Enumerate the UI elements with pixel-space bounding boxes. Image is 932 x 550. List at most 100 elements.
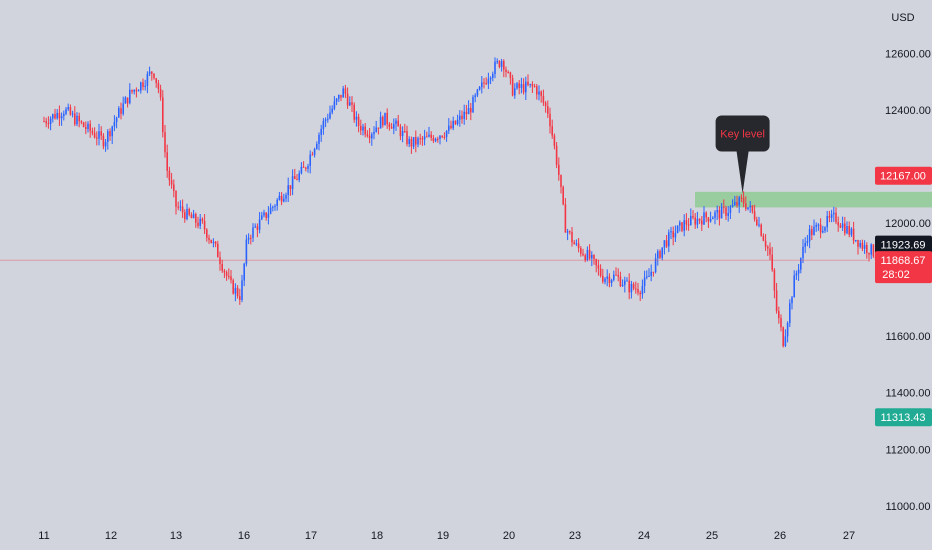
candle-body — [322, 120, 325, 129]
y-tick-label: 11400.00 — [885, 388, 930, 400]
candle-body — [863, 245, 866, 249]
candle-body — [254, 226, 256, 228]
candle-body — [547, 106, 549, 114]
candle-body — [399, 126, 402, 137]
candle-body — [69, 107, 72, 115]
candle-body — [340, 94, 342, 98]
candle-body — [423, 136, 426, 140]
candle-body — [564, 204, 567, 233]
candle-body — [496, 61, 498, 63]
candle-body — [63, 113, 65, 117]
candle-body — [87, 123, 89, 130]
price-tag-box — [875, 251, 932, 284]
candle-body — [307, 165, 309, 169]
candle-body — [868, 252, 870, 255]
candle-body — [274, 205, 276, 207]
candle-body — [56, 112, 58, 119]
candle-body — [371, 134, 373, 139]
x-tick-label: 27 — [843, 530, 855, 542]
candle-body — [617, 274, 619, 277]
candle-body — [738, 197, 740, 206]
candle-body — [467, 108, 470, 115]
candle-body — [859, 242, 861, 247]
candle-body — [208, 237, 210, 240]
candle-body — [195, 213, 197, 223]
candle-body — [166, 152, 168, 171]
candle-body — [404, 130, 406, 132]
candle-body — [164, 132, 166, 153]
candle-body — [316, 143, 318, 149]
candle-body — [606, 276, 608, 279]
callout-layer: Key level — [715, 115, 770, 194]
candle-body — [437, 138, 439, 140]
candle-body — [296, 179, 298, 181]
candle-body — [256, 226, 259, 230]
candle-body — [672, 231, 674, 238]
candle-body — [410, 138, 413, 147]
candle-body — [584, 255, 586, 261]
candle-body — [626, 280, 628, 282]
candle-body — [85, 126, 87, 130]
candle-body — [520, 84, 523, 88]
candle-body — [848, 226, 850, 235]
candle-body — [162, 97, 164, 133]
candle-body — [346, 93, 349, 106]
price-axis[interactable]: USD 11000.00 11200.00 11400.00 11600.00 12000… — [885, 12, 931, 513]
candle-body — [214, 241, 217, 244]
candle-body — [703, 212, 705, 225]
candle-body — [661, 247, 663, 258]
x-tick-label: 16 — [238, 530, 250, 542]
candle-body — [184, 212, 186, 220]
candle-body — [124, 97, 127, 104]
candle-body — [379, 116, 382, 129]
candle-body — [709, 219, 712, 222]
candle-body — [305, 167, 307, 169]
candle-body — [333, 101, 336, 109]
x-tick-label: 23 — [569, 530, 581, 542]
candle-body — [221, 264, 223, 271]
candle-body — [533, 86, 536, 88]
candle-body — [351, 102, 353, 105]
candle-body — [144, 85, 146, 87]
candle-body — [417, 138, 419, 145]
candle-body — [665, 240, 668, 247]
price-tag-value: 11313.43 — [880, 412, 925, 424]
candle-body — [536, 86, 538, 95]
candle-body — [514, 88, 516, 96]
candle-body — [102, 135, 105, 147]
candle-body — [780, 318, 782, 328]
candle-body — [641, 286, 644, 295]
price-tag-value: 11868.67 — [880, 255, 925, 267]
candle-body — [538, 91, 540, 95]
candle-body — [357, 116, 360, 126]
candle-body — [155, 78, 157, 83]
x-tick-label: 25 — [706, 530, 718, 542]
candle-body — [731, 204, 734, 207]
candle-body — [344, 88, 347, 94]
candle-body — [109, 131, 111, 137]
x-tick-label: 19 — [437, 530, 449, 542]
candle-body — [283, 198, 285, 202]
time-axis[interactable]: 11 12 13 16 17 18 19 20 23 24 25 26 27 — [38, 530, 855, 542]
candle-body — [98, 131, 100, 139]
price-tags-layer: 12167.00 11923.69 11868.67 28:02 11313.43 — [875, 166, 932, 427]
candle-body — [96, 137, 98, 139]
candle-body — [793, 275, 795, 298]
candle-body — [151, 71, 153, 74]
candle-body — [663, 240, 666, 248]
candle-body — [613, 274, 615, 280]
candle-body — [694, 217, 696, 225]
candle-body — [118, 108, 120, 118]
candle-body — [80, 121, 83, 123]
candle-body — [349, 102, 351, 106]
candle-body — [236, 287, 239, 297]
candle-body — [621, 284, 624, 287]
candle-body — [445, 130, 448, 138]
candle-body — [540, 91, 542, 96]
y-tick-label: 12000.00 — [885, 218, 931, 230]
candle-body — [65, 109, 67, 114]
candle-body — [58, 112, 61, 119]
candle-body — [43, 121, 45, 123]
